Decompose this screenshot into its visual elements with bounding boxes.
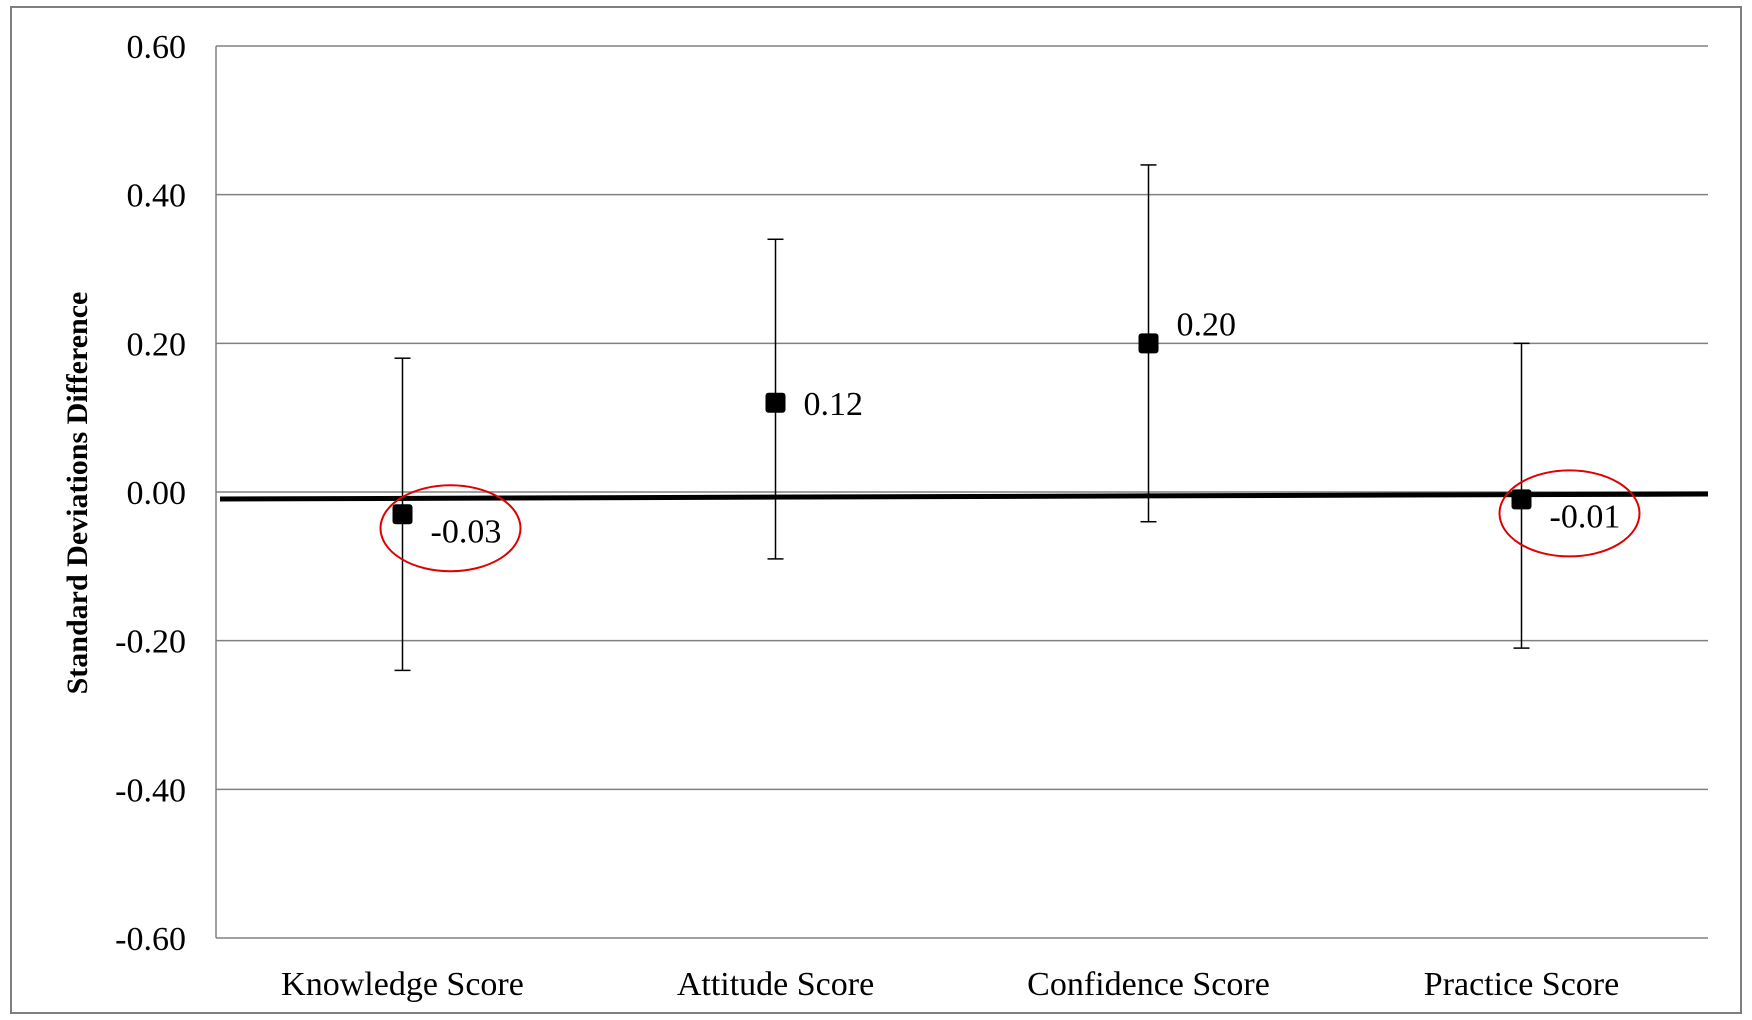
category-label: Confidence Score bbox=[1027, 966, 1270, 1003]
highlight-circle bbox=[379, 484, 522, 573]
data-point bbox=[1511, 489, 1532, 510]
data-point bbox=[765, 392, 786, 413]
y-tick-label: -0.40 bbox=[115, 772, 186, 809]
zero-baseline bbox=[219, 491, 1709, 502]
data-labels: -0.03 0.12 0.20 -0.01 bbox=[431, 306, 1621, 550]
y-tick-label: 0.40 bbox=[127, 178, 187, 215]
data-point bbox=[1138, 333, 1159, 354]
data-label: 0.20 bbox=[1177, 306, 1237, 343]
grid-lines bbox=[215, 45, 1708, 939]
y-tick-label: -0.60 bbox=[115, 921, 186, 958]
y-tick-label: 0.20 bbox=[127, 326, 187, 363]
category-label: Practice Score bbox=[1424, 966, 1619, 1003]
error-bars bbox=[394, 164, 1530, 672]
data-label: -0.03 bbox=[431, 513, 502, 550]
category-labels: Knowledge Score Attitude Score Confidence … bbox=[281, 966, 1619, 1003]
category-label: Attitude Score bbox=[677, 966, 874, 1003]
data-label: -0.01 bbox=[1550, 498, 1621, 535]
y-axis-title: Standard Deviations Difference bbox=[61, 292, 94, 695]
chart-frame bbox=[10, 6, 1742, 1014]
category-label: Knowledge Score bbox=[281, 966, 524, 1003]
highlight-circle bbox=[1498, 469, 1641, 558]
y-tick-label: 0.60 bbox=[127, 29, 187, 66]
y-tick-labels: 0.60 0.40 0.20 0.00 -0.20 -0.40 -0.60 bbox=[115, 29, 186, 958]
y-tick-label: -0.20 bbox=[115, 624, 186, 661]
y-tick-label: 0.00 bbox=[127, 475, 187, 512]
data-point bbox=[392, 504, 413, 525]
data-points bbox=[392, 333, 1532, 525]
data-label: 0.12 bbox=[804, 386, 864, 423]
highlight-circles bbox=[379, 469, 1641, 573]
zero-line bbox=[219, 491, 1709, 502]
